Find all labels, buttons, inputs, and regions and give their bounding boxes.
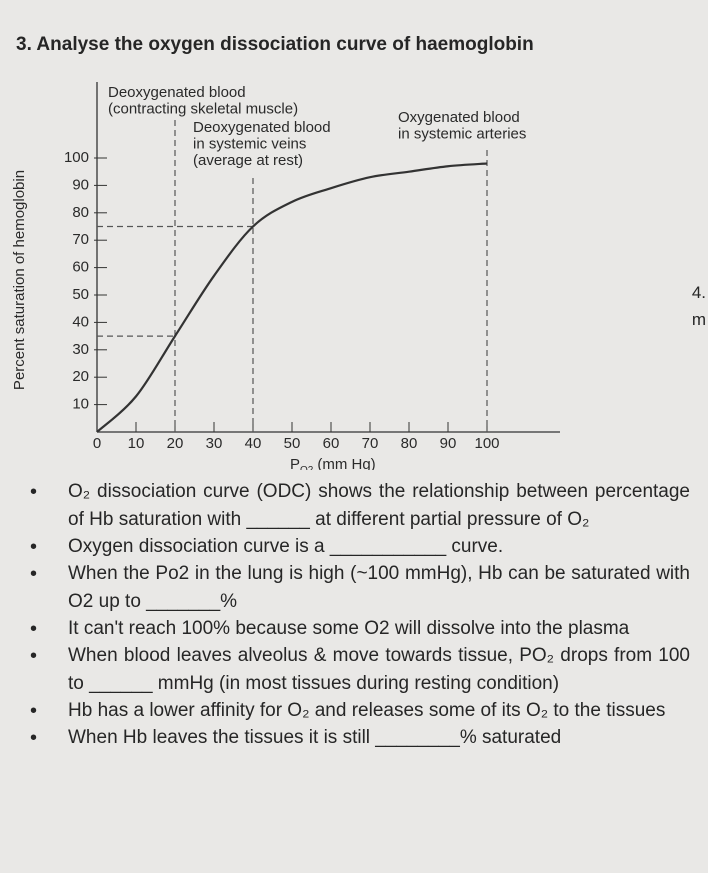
bullet-list: O₂ dissociation curve (ODC) shows the re…	[30, 478, 690, 752]
annotation: (average at rest)	[193, 152, 303, 169]
curve	[96, 162, 488, 433]
bullet: Hb has a lower affinity for O₂ and relea…	[30, 697, 690, 725]
x-tick-label: 50	[284, 435, 301, 452]
bullet: When Hb leaves the tissues it is still _…	[30, 724, 690, 752]
y-axis-label: Percent saturation of hemoglobin	[11, 170, 28, 390]
y-tick-label: 60	[72, 259, 89, 276]
bullet: When the Po2 in the lung is high (~100 m…	[30, 560, 690, 616]
annotation: in systemic veins	[193, 135, 306, 152]
annotation: Oxygenated blood	[398, 109, 520, 126]
x-tick-label: 20	[167, 435, 184, 452]
y-tick-label: 40	[72, 313, 89, 330]
bullet: When blood leaves alveolus & move toward…	[30, 642, 690, 698]
y-tick-label: 10	[72, 396, 89, 413]
x-tick-label: 70	[362, 435, 379, 452]
x-tick-label: 100	[474, 435, 499, 452]
x-tick-label: 0	[93, 435, 101, 452]
x-axis-label-part: O2	[300, 465, 314, 470]
x-tick-label: 40	[245, 435, 262, 452]
side-fragment: 4.	[691, 283, 706, 302]
annotation: in systemic arteries	[398, 125, 526, 142]
x-tick-label: 80	[401, 435, 418, 452]
annotation: Deoxygenated blood	[193, 119, 331, 136]
side-fragment: m	[691, 310, 706, 329]
x-axis-label-part: P	[290, 456, 300, 470]
x-tick-label: 90	[440, 435, 457, 452]
chart: 10 20 30 40 50 60 70 80 90 100 0 10 20 30 40 50 60 70 80 90…	[11, 82, 560, 470]
x-axis-label-part: (mm Hg)	[317, 456, 375, 470]
annotation: (contracting skeletal muscle)	[108, 100, 298, 117]
y-tick-label: 80	[72, 204, 89, 221]
title: 3. Analyse the oxygen dissociation curve…	[16, 34, 534, 55]
bullet: Oxygen dissociation curve is a _________…	[30, 533, 690, 561]
bullet: It can't reach 100% because some O2 will…	[30, 615, 690, 643]
bullet: O₂ dissociation curve (ODC) shows the re…	[30, 478, 690, 534]
y-tick-label: 30	[72, 341, 89, 358]
y-tick-label: 90	[72, 176, 89, 193]
x-tick-label: 60	[323, 435, 340, 452]
x-tick-label: 10	[128, 435, 145, 452]
y-tick-label: 70	[72, 231, 89, 248]
annotation: Deoxygenated blood	[108, 84, 246, 101]
y-tick-label: 20	[72, 368, 89, 385]
x-tick-label: 30	[206, 435, 223, 452]
y-tick-label: 50	[72, 286, 89, 303]
y-tick-label: 100	[64, 149, 89, 166]
x-axis-label: PO2(mm Hg)	[290, 456, 376, 470]
